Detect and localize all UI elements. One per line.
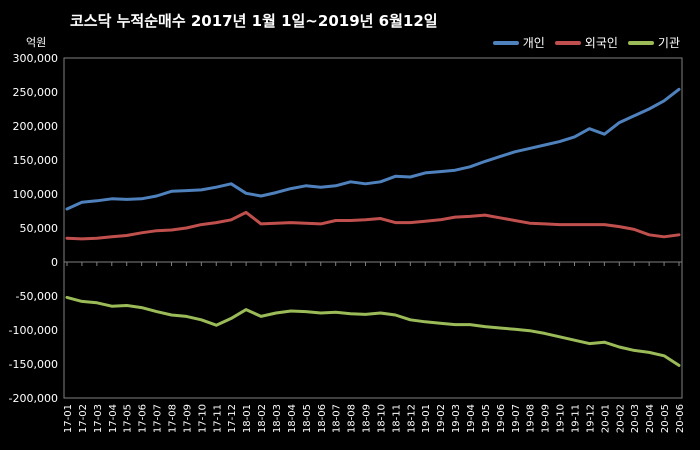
legend-label: 외국인 xyxy=(584,36,618,50)
legend: 개인 외국인 기관 xyxy=(492,34,680,51)
x-tick-label: 18-02 xyxy=(257,404,268,433)
x-tick-label: 20-02 xyxy=(615,404,626,433)
y-tick-label: -150,000 xyxy=(9,358,58,371)
x-tick-label: 18-10 xyxy=(376,404,387,433)
series-line-3 xyxy=(65,295,681,367)
x-tick-label: 18-01 xyxy=(242,404,253,433)
x-tick-label: 19-08 xyxy=(526,404,537,433)
x-tick-label: 19-07 xyxy=(511,404,522,433)
x-tick-label: 19-02 xyxy=(436,404,447,433)
x-tick-label: 17-07 xyxy=(153,404,164,433)
y-tick-label: -50,000 xyxy=(16,290,58,303)
x-tick-label: 20-06 xyxy=(675,404,686,433)
legend-label: 개인 xyxy=(522,36,545,50)
x-tick-label: 18-11 xyxy=(391,404,402,433)
y-tick-label: 150,000 xyxy=(13,154,59,167)
x-tick-label: 20-01 xyxy=(600,404,611,433)
x-tick-label: 17-11 xyxy=(212,404,223,433)
unit-label: 억원 xyxy=(26,36,47,49)
legend-item-2: 외국인 xyxy=(554,34,618,51)
x-tick-label: 18-03 xyxy=(272,404,283,433)
y-tick-label: -100,000 xyxy=(9,324,58,337)
x-tick-label: 19-09 xyxy=(541,404,552,433)
series-line-2 xyxy=(65,210,681,241)
legend-swatch xyxy=(492,40,519,45)
x-tick-label: 19-03 xyxy=(451,404,462,433)
x-tick-label: 19-10 xyxy=(556,404,567,433)
x-tick-label: 20-05 xyxy=(660,404,671,433)
x-tick-label: 18-09 xyxy=(362,404,373,433)
y-tick-label: -200,000 xyxy=(9,392,58,405)
x-tick-label: 19-05 xyxy=(481,404,492,433)
y-tick-label: 300,000 xyxy=(13,52,59,65)
x-tick-label: 19-04 xyxy=(466,404,477,433)
x-tick-label: 18-12 xyxy=(406,404,417,433)
x-tick-label: 17-05 xyxy=(123,404,134,433)
x-tick-label: 19-01 xyxy=(421,404,432,433)
legend-label: 기관 xyxy=(657,36,680,50)
x-tick-label: 17-10 xyxy=(197,404,208,433)
x-tick-label: 17-04 xyxy=(108,404,119,433)
x-tick-label: 17-08 xyxy=(167,404,178,433)
x-tick-label: 17-09 xyxy=(182,404,193,433)
x-tick-label: 20-04 xyxy=(645,404,656,433)
legend-item-1: 개인 xyxy=(492,34,545,51)
x-tick-label: 18-06 xyxy=(317,404,328,433)
legend-swatch xyxy=(554,40,581,45)
x-tick-label: 18-08 xyxy=(347,404,358,433)
y-tick-label: 200,000 xyxy=(13,120,59,133)
legend-item-3: 기관 xyxy=(627,34,680,51)
x-tick-label: 20-03 xyxy=(630,404,641,433)
x-tick-label: 19-06 xyxy=(496,404,507,433)
x-tick-label: 18-07 xyxy=(332,404,343,433)
y-tick-label: 0 xyxy=(51,256,58,269)
y-tick-label: 250,000 xyxy=(13,86,59,99)
x-tick-label: 17-06 xyxy=(138,404,149,433)
x-tick-label: 17-01 xyxy=(63,404,74,433)
x-tick-label: 19-11 xyxy=(571,404,582,433)
legend-swatch xyxy=(627,40,654,45)
x-tick-label: 18-04 xyxy=(287,404,298,433)
x-tick-label: 19-12 xyxy=(585,404,596,433)
series-line-1 xyxy=(65,87,681,211)
y-tick-label: 50,000 xyxy=(20,222,59,235)
x-tick-label: 17-03 xyxy=(93,404,104,433)
x-tick-label: 18-05 xyxy=(302,404,313,433)
x-tick-label: 17-02 xyxy=(78,404,89,433)
chart-title: 코스닥 누적순매수 2017년 1월 1일~2019년 6월12일 xyxy=(70,12,438,30)
x-tick-label: 17-12 xyxy=(227,404,238,433)
plot-frame xyxy=(63,57,683,399)
y-tick-label: 100,000 xyxy=(13,188,59,201)
